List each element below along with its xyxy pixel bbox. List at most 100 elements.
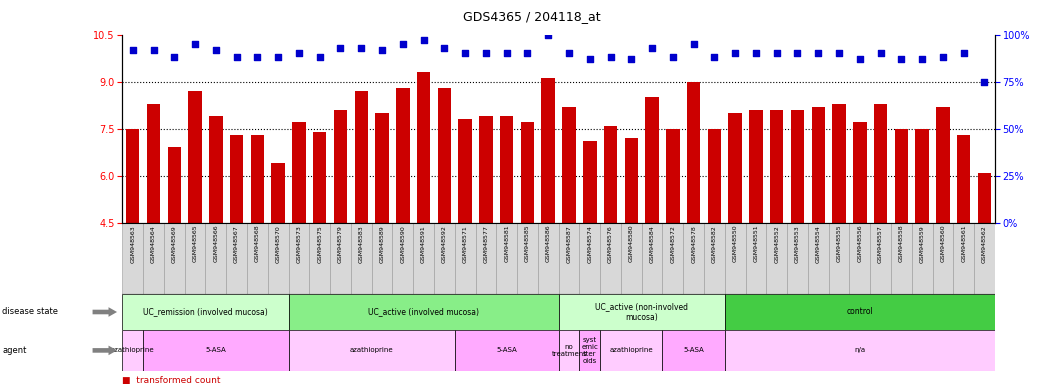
Bar: [147, 104, 161, 223]
Bar: [687, 82, 700, 223]
Point: [581, 56, 598, 62]
Bar: [476, 223, 496, 294]
Text: azathioprine: azathioprine: [350, 348, 394, 353]
Bar: [936, 107, 950, 223]
Bar: [230, 135, 244, 223]
Bar: [912, 223, 932, 294]
Point: [914, 56, 931, 62]
Point: [456, 50, 473, 56]
Bar: [188, 91, 202, 223]
Bar: [625, 138, 638, 223]
Point: [705, 54, 722, 60]
Bar: [479, 116, 493, 223]
Bar: [330, 223, 351, 294]
Point: [478, 50, 495, 56]
Point: [768, 50, 785, 56]
Bar: [978, 172, 992, 223]
Text: agent: agent: [2, 346, 27, 355]
Bar: [417, 72, 430, 223]
Point: [851, 56, 868, 62]
Bar: [580, 330, 600, 371]
Point: [290, 50, 307, 56]
Point: [415, 37, 432, 43]
Point: [810, 50, 827, 56]
Text: GSM948566: GSM948566: [214, 225, 218, 263]
Bar: [354, 91, 368, 223]
Bar: [932, 223, 953, 294]
Text: UC_active (non-involved
mucosa): UC_active (non-involved mucosa): [595, 302, 688, 322]
Text: GSM948556: GSM948556: [858, 225, 862, 263]
Bar: [144, 223, 164, 294]
Text: GSM948563: GSM948563: [130, 225, 135, 263]
Text: GSM948584: GSM948584: [650, 225, 654, 263]
Text: GSM948570: GSM948570: [276, 225, 281, 263]
Bar: [895, 129, 908, 223]
Bar: [376, 113, 388, 223]
Bar: [683, 223, 704, 294]
Text: GSM948586: GSM948586: [546, 225, 551, 263]
Bar: [583, 141, 597, 223]
Bar: [185, 223, 205, 294]
Bar: [454, 330, 559, 371]
Text: GSM948565: GSM948565: [193, 225, 198, 263]
Text: GSM948568: GSM948568: [255, 225, 260, 263]
Bar: [725, 223, 746, 294]
Bar: [559, 223, 580, 294]
Bar: [829, 223, 849, 294]
Text: 5-ASA: 5-ASA: [683, 348, 704, 353]
Text: GSM948561: GSM948561: [961, 225, 966, 263]
Bar: [646, 97, 659, 223]
Text: UC_active (involved mucosa): UC_active (involved mucosa): [368, 308, 479, 316]
Point: [332, 45, 349, 51]
Bar: [832, 104, 846, 223]
Bar: [122, 223, 144, 294]
Bar: [580, 223, 600, 294]
Bar: [663, 330, 725, 371]
Bar: [542, 78, 555, 223]
Point: [789, 50, 807, 56]
Point: [561, 50, 578, 56]
Bar: [891, 223, 912, 294]
Text: GSM948591: GSM948591: [421, 225, 426, 263]
Bar: [559, 330, 580, 371]
Text: azathioprine: azathioprine: [610, 348, 653, 353]
Bar: [310, 223, 330, 294]
Point: [872, 50, 890, 56]
Bar: [496, 223, 517, 294]
Point: [934, 54, 951, 60]
Bar: [600, 330, 663, 371]
Point: [124, 46, 142, 53]
Bar: [874, 104, 887, 223]
Bar: [853, 122, 866, 223]
Point: [436, 45, 453, 51]
Text: control: control: [847, 308, 874, 316]
Bar: [704, 223, 725, 294]
Text: GSM948554: GSM948554: [816, 225, 820, 263]
Bar: [268, 223, 288, 294]
Bar: [915, 129, 929, 223]
Bar: [164, 223, 185, 294]
Bar: [167, 147, 181, 223]
Text: GSM948573: GSM948573: [297, 225, 301, 263]
Bar: [437, 88, 451, 223]
Text: GSM948577: GSM948577: [483, 225, 488, 263]
Text: GSM948579: GSM948579: [338, 225, 343, 263]
Text: GSM948587: GSM948587: [566, 225, 571, 263]
Bar: [371, 223, 393, 294]
Text: GDS4365 / 204118_at: GDS4365 / 204118_at: [463, 10, 601, 23]
Point: [311, 54, 328, 60]
Bar: [729, 113, 742, 223]
Text: GSM948569: GSM948569: [171, 225, 177, 263]
Bar: [749, 110, 763, 223]
Point: [395, 41, 412, 47]
Text: 5-ASA: 5-ASA: [496, 348, 517, 353]
Bar: [454, 223, 476, 294]
Point: [539, 31, 556, 38]
Bar: [459, 119, 471, 223]
Text: ■  transformed count: ■ transformed count: [122, 376, 221, 384]
Bar: [770, 110, 783, 223]
Bar: [144, 330, 288, 371]
Point: [249, 54, 266, 60]
Text: n/a: n/a: [854, 348, 865, 353]
Text: GSM948558: GSM948558: [899, 225, 903, 263]
